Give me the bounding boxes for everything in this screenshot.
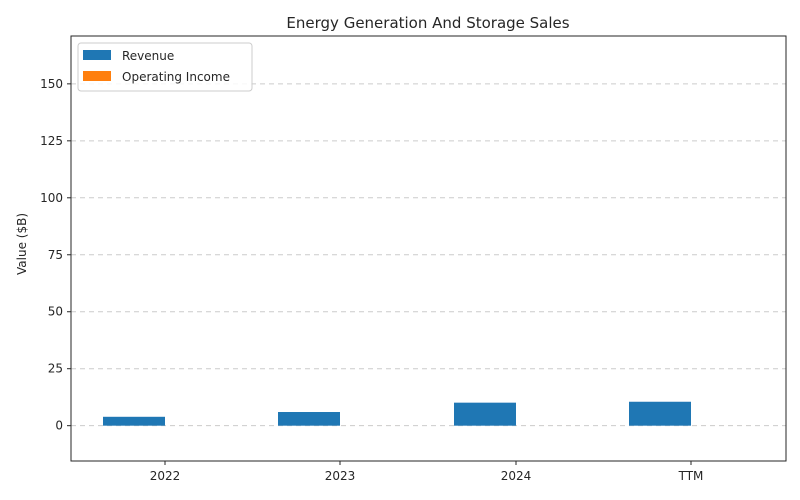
- x-tick-label: 2022: [150, 469, 181, 483]
- chart-title: Energy Generation And Storage Sales: [286, 14, 569, 32]
- bar-revenue-2022: [103, 416, 165, 426]
- bar-revenue-ttm: [629, 401, 691, 426]
- legend-label-operating-income: Operating Income: [122, 70, 230, 84]
- y-tick-label: 25: [48, 362, 63, 376]
- y-tick-label: 75: [48, 248, 63, 262]
- legend-swatch-operating-income: [83, 71, 111, 81]
- legend: Revenue Operating Income: [77, 42, 253, 92]
- bars: [103, 401, 753, 426]
- x-tick-label: 2024: [501, 469, 532, 483]
- y-tick-label: 50: [48, 305, 63, 319]
- legend-label-revenue: Revenue: [122, 49, 174, 63]
- legend-swatch-revenue: [83, 50, 111, 60]
- y-tick-label: 150: [40, 77, 63, 91]
- x-tick-label: TTM: [678, 469, 704, 483]
- y-tick-label: 125: [40, 134, 63, 148]
- axis-ticks: 0 25 50 75 100 125 150 2022 2023 2024 TTM: [40, 77, 703, 483]
- grid-lines: [71, 83, 786, 427]
- plot-frame: [70, 35, 787, 462]
- y-tick-label: 0: [55, 419, 63, 433]
- x-tick-label: 2023: [325, 469, 356, 483]
- bar-revenue-2024: [454, 402, 516, 426]
- y-axis-label: Value ($B): [15, 213, 29, 275]
- legend-box: [77, 42, 253, 92]
- bar-revenue-2023: [278, 412, 340, 426]
- y-tick-label: 100: [40, 191, 63, 205]
